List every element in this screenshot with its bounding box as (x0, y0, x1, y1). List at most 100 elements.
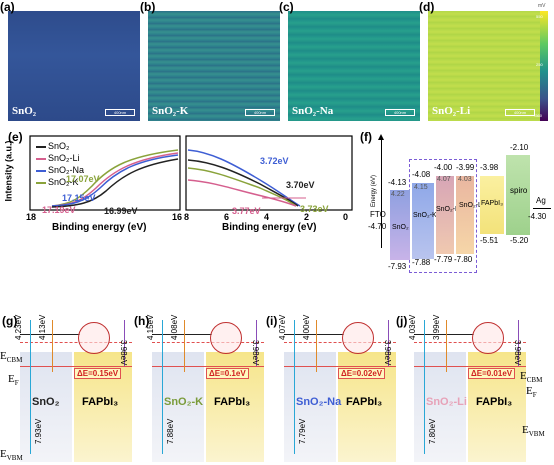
arrow-cyan (294, 320, 295, 454)
panel-letter-d: (d) (419, 0, 435, 14)
diagram-letter: (i) (266, 314, 278, 328)
onset-curve-li (187, 179, 297, 207)
onset-label-sno2: 3.70eV (286, 180, 315, 190)
band-li-name: SnO₂-Li (459, 202, 484, 209)
kpfm-panel-d: SnO₂-Li 400nm (428, 11, 540, 121)
ups-left-tick-18: 18 (26, 212, 37, 222)
etl-name: SnO₂-Li (426, 396, 467, 408)
colorbar-top: 550 (536, 14, 543, 19)
ag-level (533, 208, 551, 209)
cutoff-label-li: 17.19eV (42, 205, 76, 215)
band-edge (414, 334, 474, 335)
band-spiro-top: -2.10 (510, 143, 529, 152)
arrow-orange (316, 320, 317, 372)
interface-circle (78, 322, 110, 354)
bands-ylabel: Energy (eV) (371, 174, 378, 208)
arrow-purple (256, 320, 257, 366)
cbm-line (20, 342, 132, 343)
kpfm-panel-b: SnO₂-K 400nm (148, 11, 280, 121)
interface-circle (342, 322, 374, 354)
kpfm-label: SnO₂-Na (292, 105, 334, 117)
value-v2: 4.00eV (302, 314, 311, 340)
band-sno2-top: -4.13 (388, 178, 407, 187)
arrow-purple (388, 320, 389, 366)
ups-left-tick-16: 16 (172, 212, 183, 222)
etl-name: SnO₂ (32, 396, 60, 408)
value-v3: 3.98eV (383, 340, 392, 366)
level-ef-right: EF (526, 385, 537, 400)
band-fapbi-name: FAPbI₃ (481, 200, 503, 207)
level-evbm-right: EVBM (522, 424, 545, 439)
band-diagram-g: ΔE=0.15eV (g) 4.23eV 4.13eV 3.98eV 7.93eV SnO₂… (2, 312, 136, 462)
cutoff-label-na: 17.15eV (62, 193, 96, 203)
level-evbm: EVBM (0, 448, 23, 463)
value-v1: 4.23eV (14, 314, 23, 340)
ups-chart (29, 135, 353, 211)
legend-sno2: SnO₂ (48, 141, 70, 151)
colorbar (540, 11, 548, 121)
delta-box: ΔE=0.1eV (206, 368, 249, 379)
colorbar-mid: 250 (536, 62, 543, 67)
onset-curve-sno2 (187, 159, 299, 207)
band-na-bottom: -7.79 (434, 255, 453, 264)
fto-value: -4.70 (368, 222, 387, 231)
panel-letter-f: (f) (360, 130, 372, 144)
ups-right-tick-6: 6 (224, 212, 230, 222)
band-sno2-name: SnO₂ (392, 224, 409, 231)
value-v3: 3.98eV (513, 340, 522, 366)
cutoff-curve-na (51, 154, 179, 207)
kpfm-label: SnO₂ (12, 105, 37, 117)
ups-right-xlabel: Binding energy (eV) (222, 222, 317, 233)
arrow-cyan (424, 320, 425, 454)
fto-label: FTO (370, 210, 386, 219)
band-na-top: -4.00 (434, 163, 453, 172)
level-ef: EF (8, 373, 19, 388)
ag-label: Ag (536, 196, 546, 205)
ups-left-xlabel: Binding energy (eV) (52, 222, 147, 233)
ups-left-frame (29, 135, 181, 211)
cutoff-curve-k (51, 149, 179, 207)
band-spiro (506, 155, 530, 235)
band-na (436, 176, 454, 254)
band-edge (152, 334, 212, 335)
level-ecbm-right: ECBM (520, 370, 543, 385)
legend-swatch (36, 146, 46, 148)
perovskite-name: FAPbI₃ (476, 396, 513, 408)
value-v3: 3.98eV (119, 340, 128, 366)
diagram-letter: (h) (134, 314, 150, 328)
legend-swatch (36, 158, 46, 160)
arrow-purple (518, 320, 519, 366)
band-sno2-fermi: 4.22 (391, 191, 405, 198)
legend-li: SnO₂-Li (48, 153, 80, 163)
diagram-letter: (g) (2, 314, 18, 328)
band-fapbi (480, 176, 504, 234)
ups-right-tick-4: 4 (264, 212, 270, 222)
colorbar-bottom: -560 (534, 113, 543, 118)
value-v4: 7.93eV (34, 418, 43, 444)
band-na-name: SnO₂-Na (436, 206, 465, 213)
delta-box: ΔE=0.01eV (468, 368, 516, 379)
ups-ylabel: Intensity (a.u.) (3, 140, 14, 202)
delta-box: ΔE=0.15eV (74, 368, 122, 379)
value-v3: 3.98eV (251, 340, 260, 366)
value-v1: 4.07eV (278, 314, 287, 340)
cbm-line (284, 342, 396, 343)
panel-letter-c: (c) (279, 0, 294, 14)
kpfm-panel-c: SnO₂-Na 400nm (288, 11, 420, 121)
fermi-line (152, 366, 264, 367)
onset-curve-k (187, 167, 297, 207)
cbm-line (152, 342, 264, 343)
panel-letter-a: (a) (0, 0, 15, 14)
colorbar-unit: mV (538, 3, 546, 9)
fermi-line (414, 366, 526, 367)
cutoff-label-k: 17.07eV (66, 174, 100, 184)
band-diagram-i: ΔE=0.02eV (i) 4.07eV 4.00eV 3.98eV 7.79eV SnO₂… (266, 312, 400, 462)
interface-circle (472, 322, 504, 354)
onset-label-li: 3.77eV (232, 206, 261, 216)
band-sno2 (390, 190, 410, 260)
panel-letter-b: (b) (140, 0, 156, 14)
arrow-orange (446, 320, 447, 372)
band-k-name: SnO₂-K (413, 212, 437, 219)
ups-right-tick-8: 8 (184, 212, 190, 222)
value-v2: 4.08eV (170, 314, 179, 340)
